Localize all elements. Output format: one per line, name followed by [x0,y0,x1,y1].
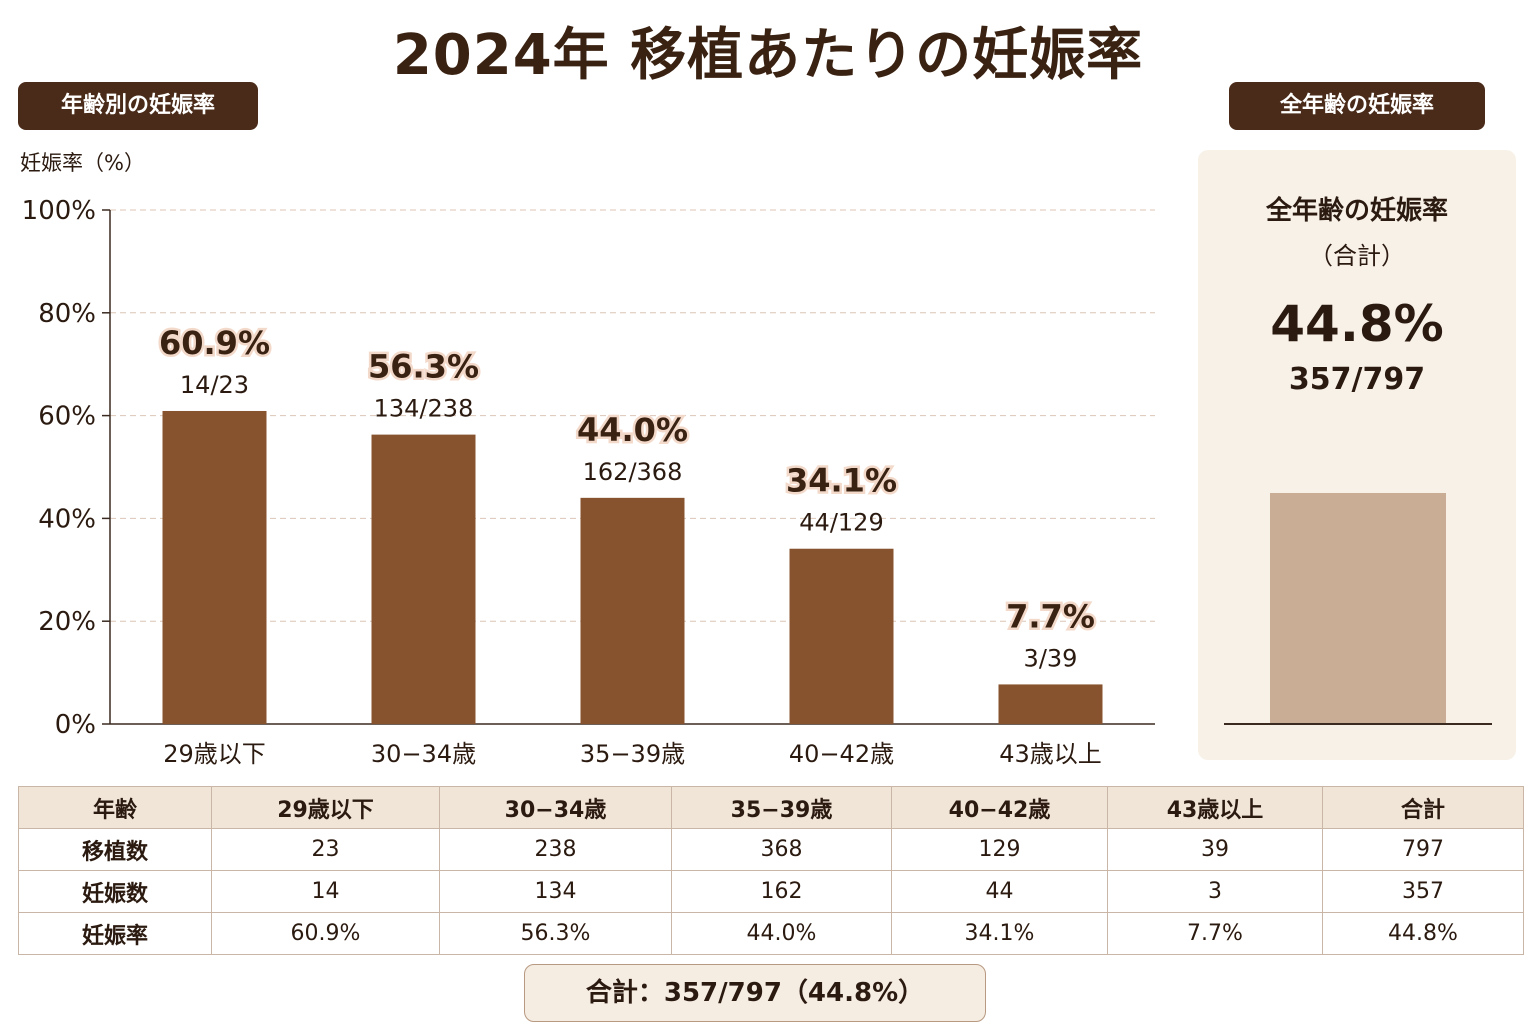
bar-value-label: 44.0% [577,411,688,449]
bar [998,684,1103,724]
y-tick-label: 60% [38,402,96,432]
table-cell: 238 [439,828,672,871]
summary-title: 全年齢の妊娠率 [1265,196,1448,226]
table-cell: 7.7% [1107,912,1323,955]
table-cell: 23 [211,828,440,871]
table-cell: 移植数 [18,828,212,871]
page-title: 2024年 移植あたりの妊娠率 [392,23,1144,88]
age-section-badge: 年齢別の妊娠率 [18,82,258,130]
y-tick-label: 100% [22,196,96,226]
table-header: 年齢 [18,786,212,829]
y-axis-label: 妊娠率（%） [20,151,145,175]
bar-value-label: 34.1% [786,462,897,500]
bar-fraction-label: 44/129 [799,509,883,537]
y-tick-label: 40% [38,504,96,534]
summary-fraction: 357/797 [1288,362,1426,397]
table-cell: 34.1% [891,912,1108,955]
table-row: 妊娠率 60.9% 56.3% 44.0% 34.1% 7.7% 44.8% [18,912,1524,955]
x-tick-label: 40−42歳 [789,740,894,768]
bar-value-label: 7.7% [1006,597,1095,635]
table-cell: 134 [439,870,672,913]
pregnancy-rate-bar-chart: 妊娠率（%） 0% 20% 40% 60% 80% 100% 14/23 60.9% 29歳以下 1… [20,151,1155,768]
table-cell: 44.8% [1322,912,1524,955]
bar-fraction-label: 3/39 [1024,644,1078,672]
x-tick-label: 29歳以下 [163,740,266,768]
table-cell: 162 [671,870,892,913]
table-header: 合計 [1322,786,1524,829]
table-cell: 368 [671,828,892,871]
table-cell: 797 [1322,828,1524,871]
total-summary-box: 合計：357/797（44.8%） [524,964,986,1022]
table-header: 43歳以上 [1107,786,1323,829]
y-tick-label: 80% [38,299,96,329]
table-cell: 129 [891,828,1108,871]
table-row: 移植数 23 238 368 129 39 797 [18,828,1524,871]
bar [371,434,476,724]
table-cell: 44 [891,870,1108,913]
table-cell: 39 [1107,828,1323,871]
table-cell: 44.0% [671,912,892,955]
y-tick-label: 0% [55,710,96,740]
table-cell: 60.9% [211,912,440,955]
all-age-section-badge: 全年齢の妊娠率 [1229,82,1485,130]
table-header: 29歳以下 [211,786,440,829]
bar [789,548,894,724]
summary-bar [1270,492,1446,723]
x-tick-label: 35−39歳 [580,740,685,768]
bar-fraction-label: 134/238 [374,395,474,423]
summary-percent: 44.8% [1270,295,1444,353]
table-header: 35−39歳 [671,786,892,829]
table-cell: 56.3% [439,912,672,955]
bar [162,410,267,724]
table-header: 40−42歳 [891,786,1108,829]
bar [580,497,685,724]
y-tick-label: 20% [38,607,96,637]
summary-panel: 全年齢の妊娠率 （合計） 44.8% 357/797 [1198,150,1516,760]
table-cell: 妊娠数 [18,870,212,913]
table-cell: 357 [1322,870,1524,913]
table-cell: 妊娠率 [18,912,212,955]
bar-fraction-label: 14/23 [180,371,249,399]
summary-baseline [1224,723,1492,725]
x-tick-label: 30−34歳 [371,740,476,768]
table-header: 30−34歳 [439,786,672,829]
bar-fraction-label: 162/368 [583,458,683,486]
table-header-row: 年齢 29歳以下 30−34歳 35−39歳 40−42歳 43歳以上 合計 [18,786,1524,829]
x-tick-label: 43歳以上 [999,740,1102,768]
table-cell: 3 [1107,870,1323,913]
data-table: 年齢 29歳以下 30−34歳 35−39歳 40−42歳 43歳以上 合計 移… [18,786,1524,955]
summary-subtitle: （合計） [1309,242,1405,270]
bar-value-label: 56.3% [368,348,479,386]
table-row: 妊娠数 14 134 162 44 3 357 [18,870,1524,913]
table-cell: 14 [211,870,440,913]
bar-value-label: 60.9% [159,324,270,362]
